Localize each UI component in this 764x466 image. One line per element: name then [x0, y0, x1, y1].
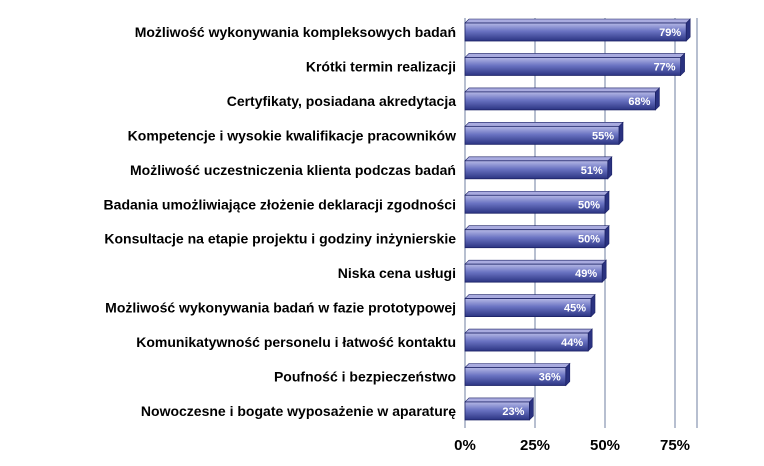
bar-top: [464, 18, 691, 24]
bar: [464, 367, 567, 386]
bar-group: 55%: [464, 121, 624, 146]
category-label: Krótki termin realizacji: [306, 58, 456, 74]
bar: [464, 57, 682, 76]
category-label: Możliwość wykonywania badań w fazie prot…: [105, 300, 456, 316]
category-label: Nowoczesne i bogate wyposażenie w aparat…: [141, 403, 456, 419]
bar-top: [464, 87, 661, 93]
x-tick-label: 50%: [590, 437, 620, 454]
bar-value-label: 79%: [659, 27, 681, 39]
category-label: Możliwość wykonywania kompleksowych bada…: [135, 24, 456, 40]
bar-top: [464, 328, 593, 334]
bar-group: 77%: [464, 52, 686, 77]
x-tick-label: 75%: [660, 437, 690, 454]
bar-value-label: 51%: [581, 165, 603, 177]
bar-group: 50%: [464, 224, 610, 249]
category-label: Certyfikaty, posiadana akredytacja: [227, 93, 457, 109]
bar-top: [464, 53, 686, 58]
bar-value-label: 23%: [502, 406, 524, 418]
bar-group: 79%: [464, 18, 691, 42]
bar-group: 45%: [464, 293, 596, 318]
gridlines: [464, 18, 698, 428]
bar-group: 51%: [464, 156, 613, 180]
bar-value-label: 55%: [592, 130, 614, 142]
bar-top: [464, 225, 610, 230]
bar: [464, 91, 656, 111]
bar-top: [464, 259, 607, 265]
bar: [464, 263, 603, 283]
bar-group: 49%: [464, 259, 607, 283]
bar-top: [464, 190, 610, 196]
bar-value-label: 77%: [654, 61, 676, 73]
bar-top: [464, 397, 535, 403]
category-label: Poufność i bezpieczeństwo: [274, 369, 456, 385]
x-tick-label: 0%: [454, 437, 476, 454]
bar-value-label: 45%: [564, 303, 586, 315]
bar-value-label: 68%: [628, 96, 650, 108]
x-tick-label: 25%: [520, 437, 550, 454]
bar: [464, 229, 606, 249]
bar: [464, 332, 589, 352]
bar-group: 68%: [464, 87, 661, 111]
bar: [464, 194, 606, 214]
bar-top: [464, 294, 596, 299]
bar: [464, 160, 609, 180]
bar-group: 36%: [464, 362, 571, 387]
bar-value-label: 49%: [575, 268, 597, 280]
category-labels: Możliwość wykonywania kompleksowych bada…: [104, 24, 457, 419]
bar-top: [464, 156, 613, 162]
bar-group: 44%: [464, 328, 593, 352]
bar: [464, 401, 530, 421]
category-label: Kompetencje i wysokie kwalifikacje praco…: [128, 127, 456, 143]
category-label: Konsultacje na etapie projektu i godziny…: [104, 231, 456, 247]
bar: [464, 22, 687, 42]
bar-value-label: 50%: [578, 199, 600, 211]
category-label: Badania umożliwiające złożenie deklaracj…: [104, 196, 456, 212]
bar-value-label: 36%: [539, 372, 561, 384]
bar: [464, 125, 620, 145]
bars: 79% 77% 68% 55% 51% 50% 50% 49% 45% 44% 36% 23%: [464, 18, 691, 421]
category-label: Komunikatywność personelu i łatwość kont…: [136, 334, 456, 350]
bar-value-label: 44%: [561, 337, 583, 349]
bar: [464, 298, 592, 318]
bar-top: [464, 363, 571, 368]
category-label: Możliwość uczestniczenia klienta podczas…: [130, 162, 456, 178]
bar-top: [464, 122, 624, 127]
bar-group: 23%: [464, 397, 535, 421]
category-label: Niska cena usługi: [338, 265, 456, 281]
bar-value-label: 50%: [578, 234, 600, 246]
bar-group: 50%: [464, 190, 610, 214]
x-axis-ticks: 0% 25% 50% 75%: [454, 437, 690, 454]
